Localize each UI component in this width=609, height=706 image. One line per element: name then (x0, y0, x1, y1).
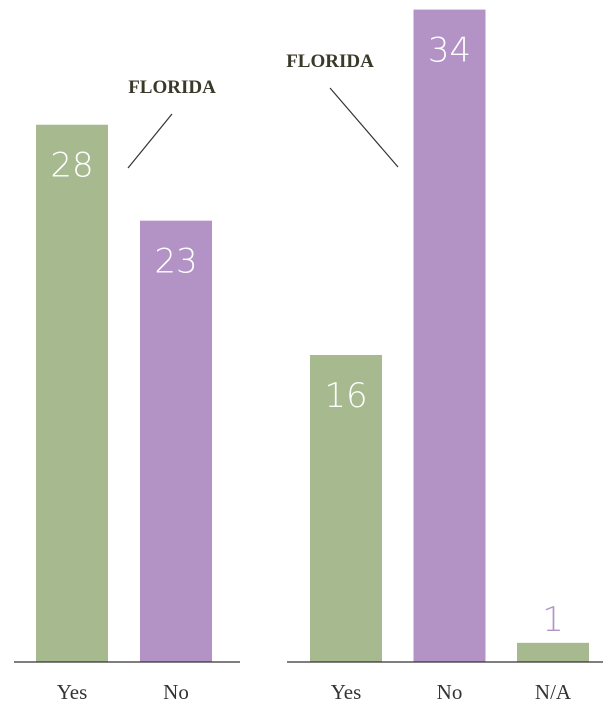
x-tick-label: No (163, 680, 189, 704)
annotation-line (329, 87, 399, 168)
value-label: 1 (542, 600, 564, 640)
x-tick-label: N/A (535, 680, 572, 704)
bar (517, 642, 589, 662)
bar (36, 124, 108, 663)
annotation: FLORIDA (128, 77, 216, 98)
x-tick-label: No (437, 680, 463, 704)
x-tick-label: Yes (331, 680, 362, 704)
annotation-line (127, 113, 173, 169)
bar (310, 354, 382, 662)
x-tick-label: Yes (57, 680, 88, 704)
bar (140, 220, 212, 662)
value-label: 34 (428, 31, 471, 71)
value-label: 23 (154, 242, 197, 282)
value-label: 16 (324, 376, 367, 416)
value-label: 28 (50, 146, 93, 186)
bar (413, 9, 486, 663)
annotation: FLORIDA (286, 51, 374, 72)
